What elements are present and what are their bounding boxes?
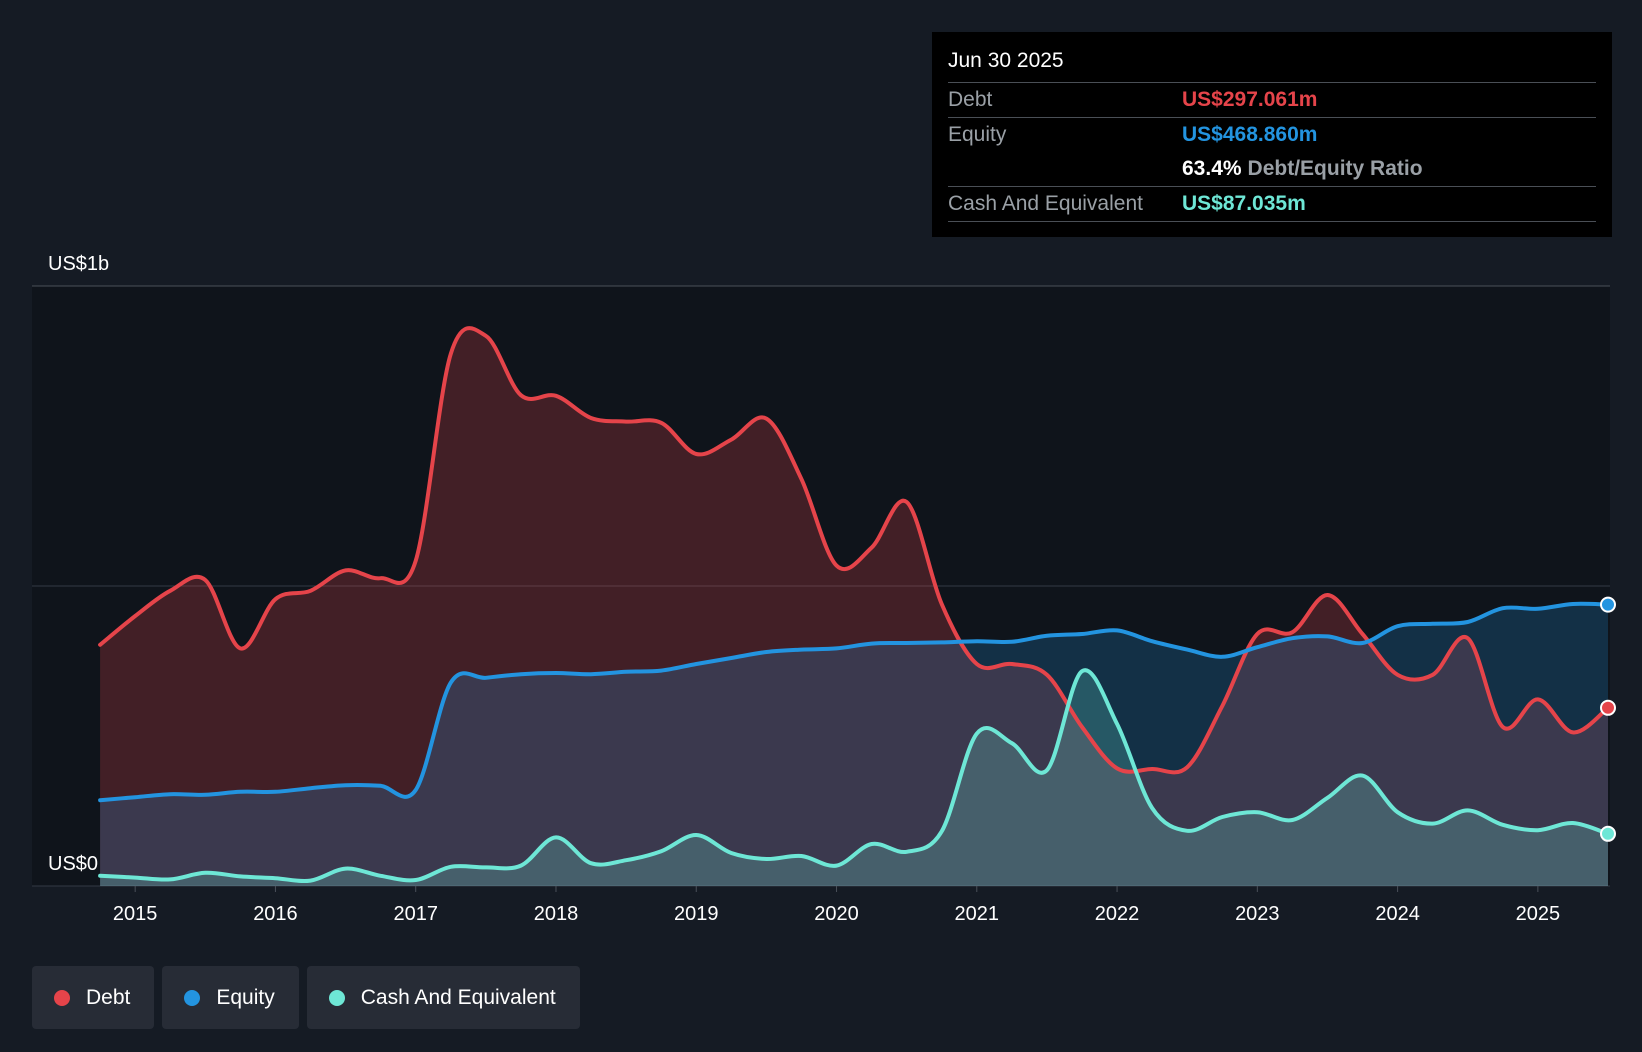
x-tick-label: 2017 [393,903,438,925]
x-tick-label: 2021 [955,903,1000,925]
x-tick-label: 2015 [113,903,158,925]
debt-dot-icon [54,989,70,1006]
grid-lines [32,285,1610,887]
cash-dot-icon [328,989,345,1006]
x-tick-label: 2016 [253,903,298,925]
tooltip-cash-value: US$87.035m [1182,192,1306,215]
debt-line [98,326,1610,775]
cash-line [98,668,1610,883]
legend-item-equity[interactable]: Equity [162,966,299,1029]
tooltip-equity-label: Equity [948,123,1007,146]
tooltip-debt-value: US$297.061m [1182,88,1318,111]
x-tick-label: 2019 [674,903,719,925]
tooltip-cash-label: Cash And Equivalent [948,192,1143,215]
equity-line [98,601,1610,803]
equity-end-marker [1600,596,1616,613]
y-axis-top-label: US$1b [48,253,109,275]
cash-end-marker [1600,825,1616,842]
debt-area [100,328,1609,886]
tooltip-debt-label: Debt [948,88,993,111]
x-tick-label: 2023 [1235,903,1280,925]
cash-area [100,670,1609,886]
tooltip-cash-row: Cash And Equivalent US$87.035m [948,187,1596,222]
x-tick-label: 2022 [1095,903,1140,925]
chart-legend: Debt Equity Cash And Equivalent [32,966,580,1029]
equity-dot-icon [184,989,201,1006]
legend-label-equity: Equity [216,985,275,1009]
tooltip-equity-value: US$468.860m [1182,123,1318,146]
tooltip-ratio-spacer [948,152,1182,186]
y-axis-bottom-label: US$0 [48,853,98,875]
line-layer [98,326,1610,883]
data-tooltip: Jun 30 2025 Debt US$297.061m Equity US$4… [932,32,1612,237]
tooltip-ratio-value: 63.4% [1182,157,1242,180]
tooltip-ratio-row: 63.4% Debt/Equity Ratio [948,152,1596,187]
x-tick-label: 2025 [1516,903,1561,925]
legend-label-debt: Debt [86,985,131,1009]
legend-item-cash[interactable]: Cash And Equivalent [306,966,580,1029]
end-markers [1600,596,1616,842]
legend-label-cash: Cash And Equivalent [360,985,556,1009]
tooltip-equity-row: Equity US$468.860m [948,118,1596,152]
x-tick-label: 2024 [1375,903,1420,925]
x-tick-label: 2018 [534,903,579,925]
x-axis-ticks: 2015 2016 2017 2018 2019 2020 2021 2022 2023 2024… [113,886,1560,925]
legend-item-debt[interactable]: Debt [32,966,155,1029]
debt-end-marker [1600,699,1616,716]
tooltip-debt-row: Debt US$297.061m [948,83,1596,118]
tooltip-date: Jun 30 2025 [948,46,1596,83]
x-tick-label: 2020 [814,903,859,925]
tooltip-ratio-label: Debt/Equity Ratio [1247,157,1423,180]
